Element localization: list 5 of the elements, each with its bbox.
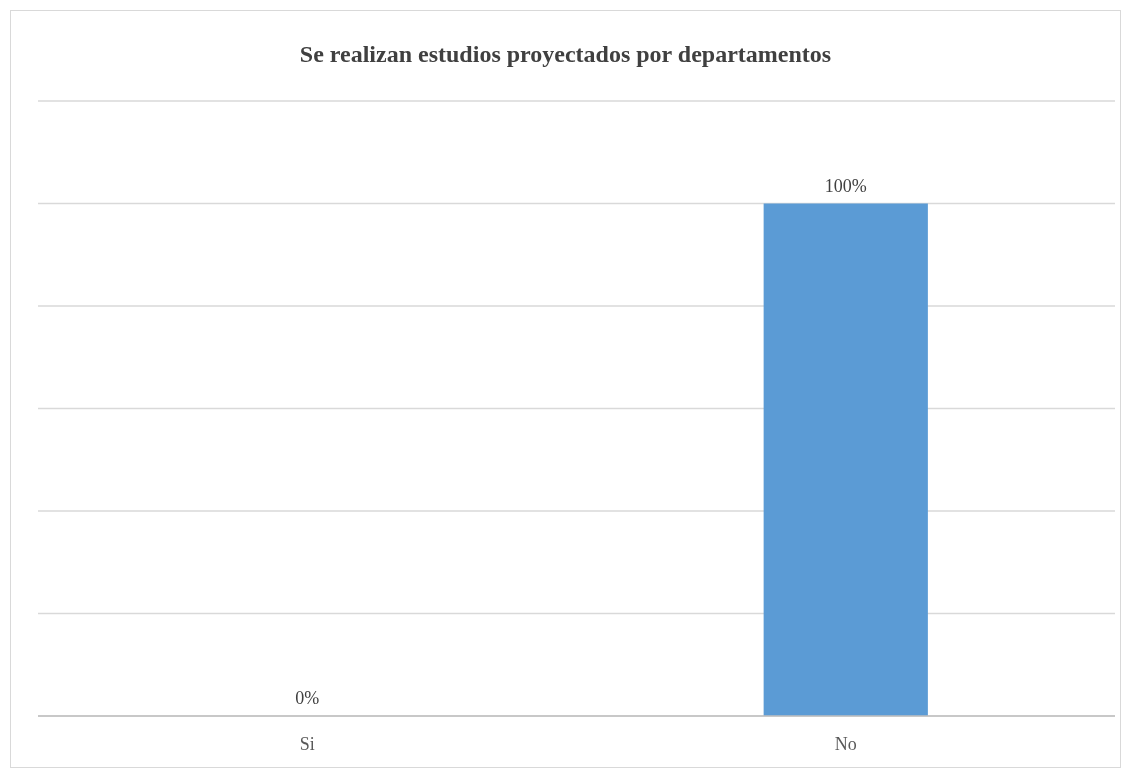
- x-tick-label: Si: [299, 734, 315, 754]
- data-label: 100%: [824, 175, 867, 196]
- data-label: 0%: [295, 688, 320, 708]
- x-tick-label: No: [834, 734, 857, 754]
- chart-title: Se realizan estudios proyectados por departamentos: [299, 41, 832, 67]
